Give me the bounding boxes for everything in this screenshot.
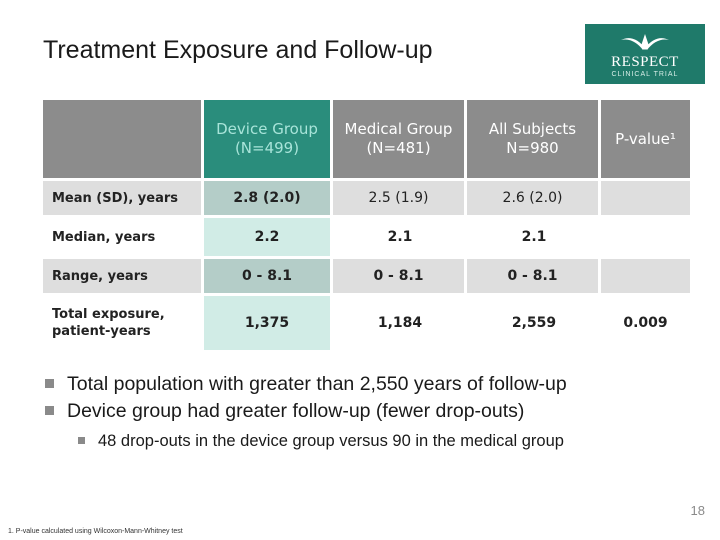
logo-subtitle: CLINICAL TRIAL: [611, 71, 679, 78]
header-p-title: P-value¹: [615, 129, 676, 148]
logo-brand: RESPECT: [611, 54, 679, 70]
header-all-title: All Subjects: [488, 120, 577, 138]
row-label-range: Range, years: [43, 256, 201, 296]
cell-median-all: 2.1: [467, 218, 601, 256]
cell-mean-pvalue: [601, 178, 690, 218]
header-device-title: Device Group: [216, 120, 318, 138]
cell-median-device: 2.2: [201, 218, 333, 256]
cell-range-all: 0 - 8.1: [467, 256, 601, 296]
cell-range-pvalue: [601, 256, 690, 296]
header-p-value: P-value¹: [601, 100, 690, 178]
cell-total-device: 1,375: [201, 296, 333, 350]
header-all-subjects: All Subjects N=980: [467, 100, 601, 178]
bullet-list: Total population with greater than 2,550…: [43, 371, 703, 453]
header-device-n: (N=499): [234, 139, 300, 157]
row-label-total-exposure: Total exposure, patient-years: [43, 296, 201, 350]
footnote: 1. P-value calculated using Wilcoxon-Man…: [8, 528, 183, 535]
header-medical-title: Medical Group: [344, 120, 453, 138]
header-corner: [43, 100, 201, 178]
bullet-total-population: Total population with greater than 2,550…: [43, 371, 703, 398]
row-label-mean: Mean (SD), years: [43, 178, 201, 218]
exposure-table: Device Group (N=499) Medical Group (N=48…: [43, 100, 690, 350]
header-device-group: Device Group (N=499): [201, 100, 333, 178]
cell-total-pvalue: 0.009: [601, 296, 690, 350]
cell-mean-device: 2.8 (2.0): [201, 178, 333, 218]
sub-bullet-drop-outs: 48 drop-outs in the device group versus …: [43, 429, 703, 453]
cell-median-medical: 2.1: [333, 218, 467, 256]
header-medical-n: (N=481): [366, 139, 431, 157]
cell-range-device: 0 - 8.1: [201, 256, 333, 296]
slide-title: Treatment Exposure and Follow-up: [43, 36, 433, 64]
cell-mean-all: 2.6 (2.0): [467, 178, 601, 218]
cell-total-medical: 1,184: [333, 296, 467, 350]
cell-range-medical: 0 - 8.1: [333, 256, 467, 296]
header-all-n: N=980: [506, 139, 559, 157]
cell-median-pvalue: [601, 218, 690, 256]
respect-logo: RESPECT CLINICAL TRIAL: [585, 24, 705, 84]
cell-total-all: 2,559: [467, 296, 601, 350]
page-number: 18: [690, 503, 705, 518]
row-label-median: Median, years: [43, 218, 201, 256]
bullet-device-follow-up: Device group had greater follow-up (fewe…: [43, 398, 703, 425]
header-medical-group: Medical Group (N=481): [333, 100, 467, 178]
bird-icon: [621, 34, 669, 50]
cell-mean-medical: 2.5 (1.9): [333, 178, 467, 218]
